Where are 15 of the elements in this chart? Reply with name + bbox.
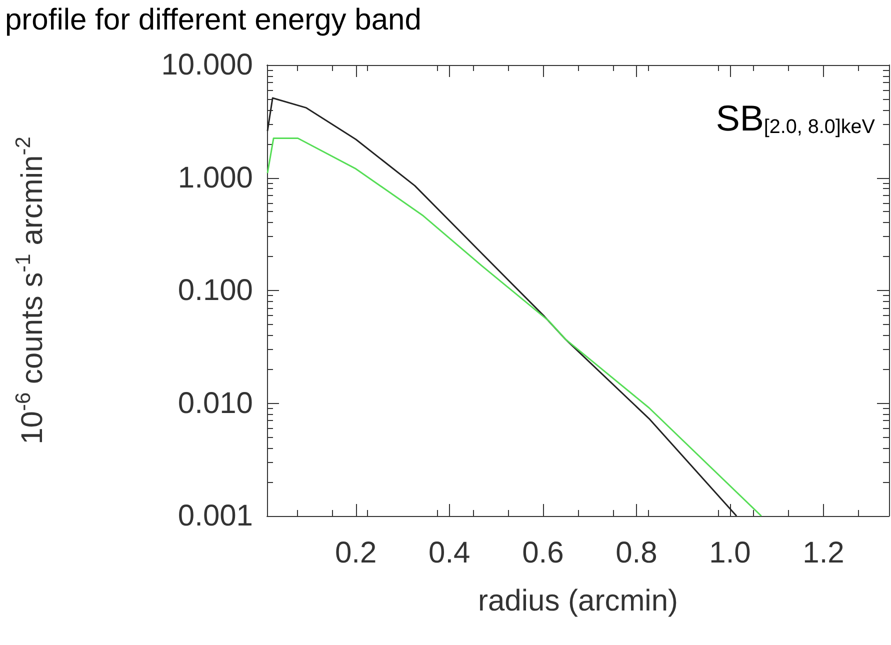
y-tick-label: 0.010 bbox=[178, 386, 253, 420]
x-tick-label: 1.0 bbox=[709, 536, 751, 570]
x-axis-title: radius (arcmin) bbox=[478, 584, 678, 618]
y-tick-label: 10.000 bbox=[161, 48, 253, 82]
y-tick-label: 0.100 bbox=[178, 274, 253, 307]
x-tick-label: 0.6 bbox=[522, 536, 564, 570]
chart-title: profile for different energy band bbox=[5, 4, 422, 36]
annotation: SB[2.0, 8.0]keV bbox=[716, 98, 876, 138]
x-tick-label: 0.4 bbox=[428, 536, 470, 570]
y-tick-label: 0.001 bbox=[178, 500, 253, 532]
y-tick-label: 1.000 bbox=[178, 161, 253, 194]
x-tick-label: 0.8 bbox=[616, 536, 658, 570]
x-tick-label: 1.2 bbox=[802, 536, 844, 570]
y-axis-title: 10-6 counts s-1 arcmin-2 bbox=[12, 136, 49, 444]
x-tick-label: 0.2 bbox=[335, 536, 377, 570]
